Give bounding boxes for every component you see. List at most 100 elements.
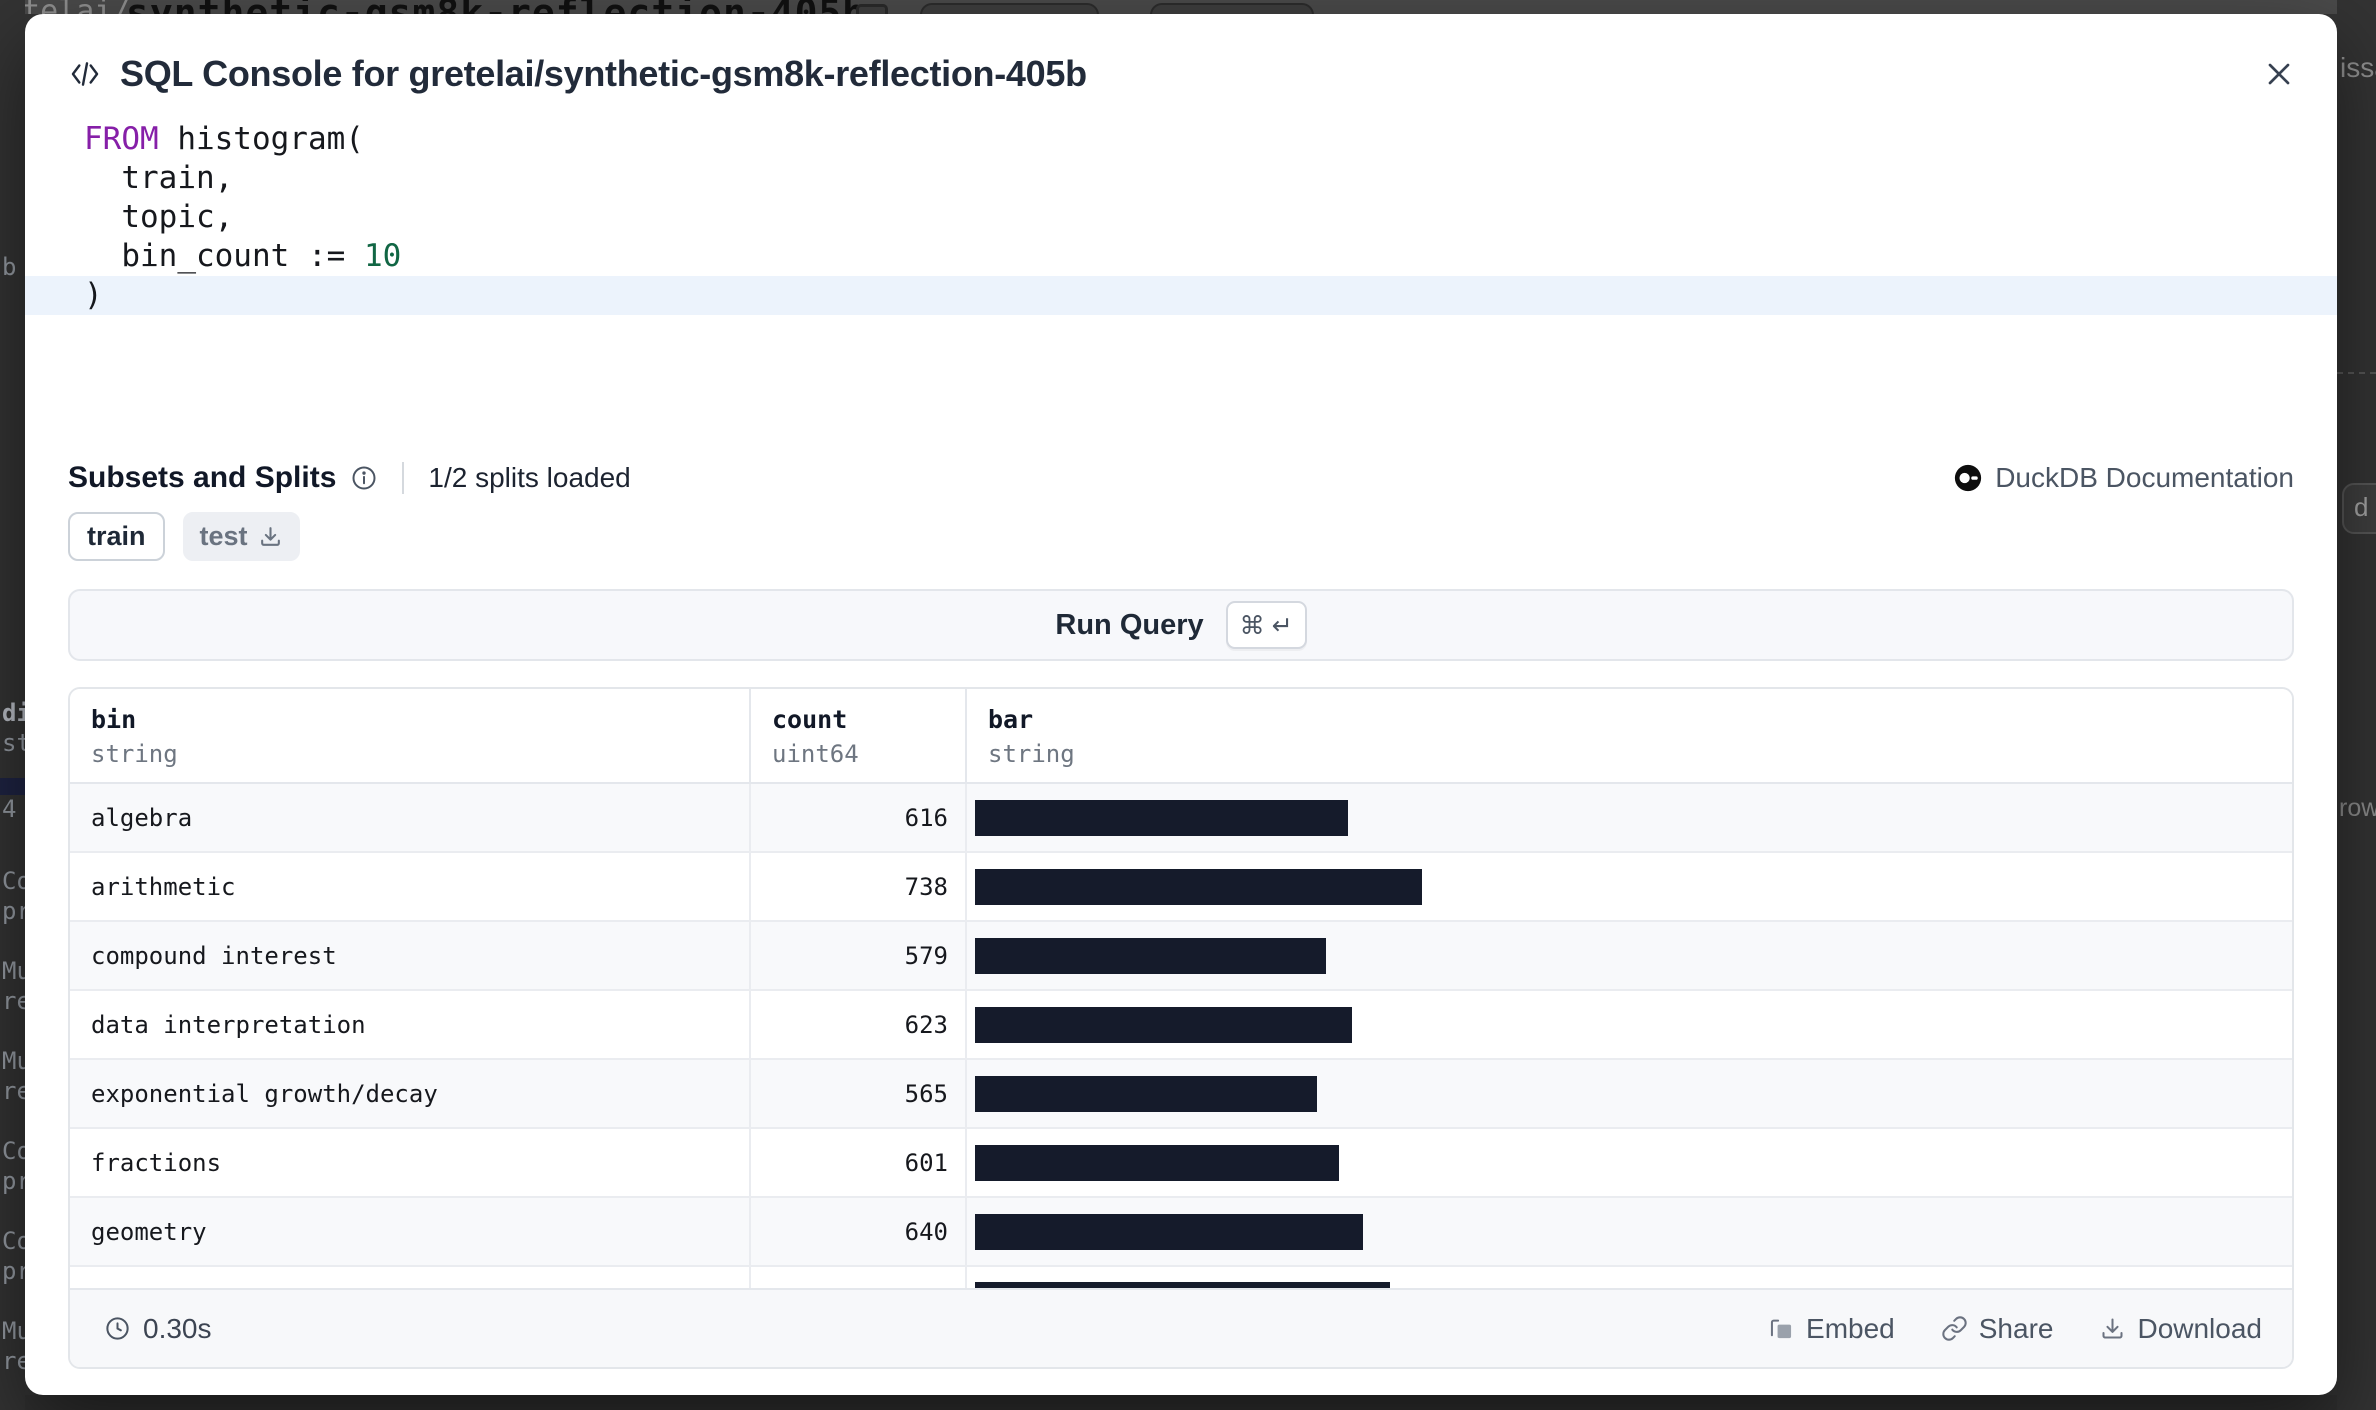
background-text-fragment: Compro bbox=[2, 867, 25, 925]
table-row: algebra 616 bbox=[70, 784, 2292, 851]
table-body: algebra 616 arithmetic 738 compound interest… bbox=[70, 784, 2292, 1288]
run-query-label: Run Query bbox=[1055, 608, 1204, 641]
embed-button[interactable]: Embed bbox=[1768, 1313, 1895, 1345]
cell-bin: fractions bbox=[70, 1129, 751, 1196]
background-text-fragment: Compro bbox=[2, 1137, 25, 1195]
cell-partial bbox=[751, 1267, 967, 1288]
column-name: count bbox=[772, 705, 848, 734]
cell-count: 623 bbox=[751, 991, 967, 1058]
code-line: FROM histogram( bbox=[84, 121, 364, 157]
split-tab-train[interactable]: train bbox=[68, 512, 165, 561]
table-row: fractions 601 bbox=[70, 1127, 2292, 1196]
code-icon bbox=[71, 62, 99, 86]
download-button[interactable]: Download bbox=[2099, 1313, 2262, 1345]
share-label: Share bbox=[1978, 1312, 2054, 1344]
sql-editor[interactable]: FROM histogram( train, topic, bin_count … bbox=[25, 120, 2337, 315]
column-header-count: count uint64 bbox=[751, 689, 967, 782]
code-line: topic, bbox=[84, 199, 234, 235]
table-row: compound interest 579 bbox=[70, 920, 2292, 989]
cell-bar bbox=[967, 991, 2292, 1058]
split-tab-label: train bbox=[87, 521, 146, 551]
table-row: exponential growth/decay 565 bbox=[70, 1058, 2292, 1127]
background-dataset-title: synthetic-gsm8k-reflection-405b bbox=[126, 0, 866, 14]
splits-row: Subsets and Splits 1/2 splits loaded Duc… bbox=[68, 455, 2294, 501]
duckdb-logo-icon bbox=[1955, 464, 1982, 492]
cell-bin: data interpretation bbox=[70, 991, 751, 1058]
background-page-header: etelai/ synthetic-gsm8k-reflection-405b bbox=[0, 0, 2376, 14]
cell-bar bbox=[967, 1129, 2292, 1196]
cell-bar bbox=[967, 784, 2292, 851]
cell-bin: geometry bbox=[70, 1198, 751, 1265]
code-line: train, bbox=[84, 160, 234, 196]
background-follow-button bbox=[1150, 3, 1314, 14]
cell-count: 640 bbox=[751, 1198, 967, 1265]
background-text-fragment: row bbox=[2339, 794, 2376, 822]
sql-console-modal: SQL Console for gretelai/synthetic-gsm8k… bbox=[25, 14, 2337, 1395]
histogram-bar bbox=[975, 1144, 1339, 1181]
column-header-bar: bar string bbox=[967, 689, 2292, 782]
cell-count: 579 bbox=[751, 922, 967, 989]
cell-count: 565 bbox=[751, 1060, 967, 1127]
column-type: string bbox=[988, 740, 1075, 768]
histogram-bar bbox=[975, 1213, 1363, 1250]
cell-count: 616 bbox=[751, 784, 967, 851]
copy-icon bbox=[856, 4, 888, 14]
background-dataset-owner: etelai/ bbox=[4, 0, 130, 14]
cell-partial bbox=[70, 1267, 751, 1288]
cell-count: 601 bbox=[751, 1129, 967, 1196]
embed-icon bbox=[1770, 1319, 1792, 1339]
background-text-fragment: Mulreq bbox=[2, 1317, 25, 1375]
column-type: uint64 bbox=[772, 740, 859, 768]
cell-bin: exponential growth/decay bbox=[70, 1060, 751, 1127]
splits-loaded-status: 1/2 splits loaded bbox=[428, 462, 631, 493]
download-label: Download bbox=[2137, 1312, 2262, 1344]
results-table[interactable]: bin string count uint64 bar string algebra 616… bbox=[68, 687, 2294, 1369]
splits-heading: Subsets and Splits bbox=[68, 461, 337, 494]
duckdb-documentation-link[interactable]: DuckDB Documentation bbox=[1953, 462, 2294, 494]
split-tab-test[interactable]: test bbox=[182, 512, 300, 561]
background-text-fragment: 4 ∨ bbox=[2, 795, 17, 823]
cell-bar bbox=[967, 1198, 2292, 1265]
background-text-fragment: difstr bbox=[2, 699, 25, 757]
clock-icon bbox=[106, 1317, 129, 1340]
enter-key-icon: ↵ bbox=[1271, 610, 1293, 640]
background-text-fragment: b ∨ bbox=[2, 253, 17, 281]
histogram-bar bbox=[975, 1282, 1390, 1288]
query-duration: 0.30s bbox=[104, 1313, 212, 1345]
cell-bin: compound interest bbox=[70, 922, 751, 989]
column-type: string bbox=[91, 740, 178, 768]
duckdb-documentation-label: DuckDB Documentation bbox=[1995, 462, 2294, 493]
cell-count: 738 bbox=[751, 853, 967, 920]
run-query-button[interactable]: Run Query ⌘ ↵ bbox=[68, 589, 2294, 661]
download-icon bbox=[260, 527, 280, 546]
embed-label: Embed bbox=[1806, 1312, 1895, 1344]
background-text-fragment: issa bbox=[2340, 52, 2376, 83]
share-link-icon bbox=[1942, 1316, 1967, 1341]
cell-bar bbox=[967, 922, 2292, 989]
background-selected-row-band bbox=[0, 778, 25, 795]
share-button[interactable]: Share bbox=[1941, 1312, 2054, 1345]
histogram-bar bbox=[975, 1006, 1352, 1043]
split-tabs: train test bbox=[68, 512, 2294, 561]
close-icon bbox=[2268, 63, 2290, 85]
histogram-bar bbox=[975, 799, 1348, 836]
cell-bin: algebra bbox=[70, 784, 751, 851]
divider bbox=[2337, 372, 2376, 374]
code-line-active: ) bbox=[25, 276, 2337, 315]
histogram-bar bbox=[975, 868, 1422, 905]
code-line: bin_count := 10 bbox=[84, 238, 402, 274]
table-header: bin string count uint64 bar string bbox=[70, 689, 2292, 784]
background-text-fragment: Mulreq bbox=[2, 1047, 25, 1105]
column-header-bin: bin string bbox=[70, 689, 751, 782]
background-like-button bbox=[920, 3, 1099, 14]
table-row: data interpretation 623 bbox=[70, 989, 2292, 1058]
cell-bar bbox=[967, 1060, 2292, 1127]
split-tab-label: test bbox=[199, 521, 248, 551]
info-icon[interactable] bbox=[350, 464, 378, 492]
column-name: bin bbox=[91, 705, 137, 734]
histogram-bar bbox=[975, 937, 1326, 974]
histogram-bar bbox=[975, 1075, 1317, 1112]
close-button[interactable] bbox=[2261, 56, 2297, 92]
keyboard-shortcut-badge: ⌘ ↵ bbox=[1225, 601, 1307, 649]
background-overlay-bottom bbox=[25, 1395, 2337, 1410]
